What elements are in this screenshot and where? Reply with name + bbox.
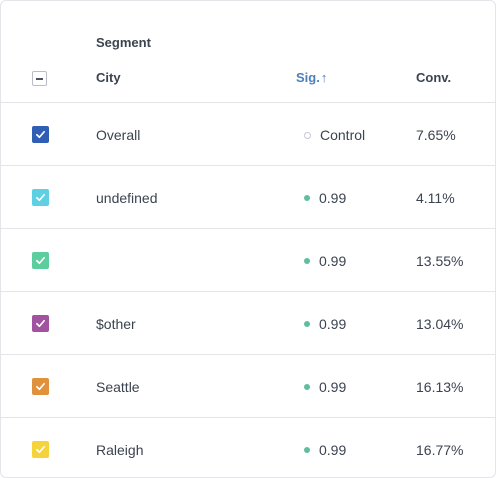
significance-dot-icon bbox=[304, 384, 310, 390]
checkmark-icon bbox=[36, 130, 45, 139]
row-sig: 0.99 bbox=[304, 441, 346, 459]
row-sig-value: 0.99 bbox=[319, 379, 347, 395]
row-sig-value: Control bbox=[320, 127, 366, 143]
row-conv: 7.65% bbox=[416, 127, 456, 143]
row-checkbox[interactable] bbox=[32, 252, 49, 269]
row-conv: 16.77% bbox=[416, 442, 464, 458]
significance-dot-icon bbox=[304, 447, 310, 453]
arrow-up-icon: ↑ bbox=[320, 70, 328, 85]
row-checkbox[interactable] bbox=[32, 189, 49, 206]
row-conv: 13.04% bbox=[416, 316, 464, 332]
row-city: $other bbox=[96, 316, 136, 332]
select-all-checkbox[interactable] bbox=[32, 71, 47, 86]
row-checkbox[interactable] bbox=[32, 378, 49, 395]
row-city: Seattle bbox=[96, 379, 140, 395]
table-row: undefined 0.99 4.11% bbox=[1, 166, 495, 229]
row-sig-value: 0.99 bbox=[319, 316, 347, 332]
row-sig-value: 0.99 bbox=[319, 253, 347, 269]
table-header: Segment City Sig.↑ Conv. bbox=[1, 1, 495, 103]
significance-dot-icon bbox=[304, 321, 310, 327]
column-header-conv[interactable]: Conv. bbox=[416, 70, 452, 85]
row-conv: 13.55% bbox=[416, 253, 464, 269]
row-sig: 0.99 bbox=[304, 378, 346, 396]
column-header-sig[interactable]: Sig.↑ bbox=[296, 69, 327, 87]
table-row: Overall Control 7.65% bbox=[1, 103, 495, 166]
row-sig: Control bbox=[304, 126, 365, 144]
table-row: $other 0.99 13.04% bbox=[1, 292, 495, 355]
table-row: Raleigh 0.99 16.77% bbox=[1, 418, 495, 477]
row-checkbox[interactable] bbox=[32, 315, 49, 332]
column-header-sig-label: Sig. bbox=[296, 70, 320, 85]
table-row: 0.99 13.55% bbox=[1, 229, 495, 292]
column-header-city[interactable]: City bbox=[96, 70, 121, 85]
checkmark-icon bbox=[36, 256, 45, 265]
table-body: Overall Control 7.65% undefined 0.99 4.1… bbox=[1, 103, 495, 477]
row-city: Overall bbox=[96, 127, 141, 143]
significance-dot-icon bbox=[304, 131, 311, 139]
row-sig: 0.99 bbox=[304, 252, 346, 270]
row-conv: 16.13% bbox=[416, 379, 464, 395]
row-sig: 0.99 bbox=[304, 315, 346, 333]
row-sig: 0.99 bbox=[304, 189, 346, 207]
row-conv: 4.11% bbox=[416, 190, 455, 206]
row-checkbox[interactable] bbox=[32, 441, 49, 458]
segment-group-label: Segment bbox=[96, 35, 151, 50]
row-sig-value: 0.99 bbox=[319, 190, 347, 206]
row-city: Raleigh bbox=[96, 442, 144, 458]
checkmark-icon bbox=[36, 319, 45, 328]
checkmark-icon bbox=[36, 445, 45, 454]
checkmark-icon bbox=[36, 193, 45, 202]
significance-dot-icon bbox=[304, 195, 310, 201]
significance-dot-icon bbox=[304, 258, 310, 264]
row-sig-value: 0.99 bbox=[319, 442, 347, 458]
checkmark-icon bbox=[36, 382, 45, 391]
row-checkbox[interactable] bbox=[32, 126, 49, 143]
row-city: undefined bbox=[96, 190, 158, 206]
table-row: Seattle 0.99 16.13% bbox=[1, 355, 495, 418]
